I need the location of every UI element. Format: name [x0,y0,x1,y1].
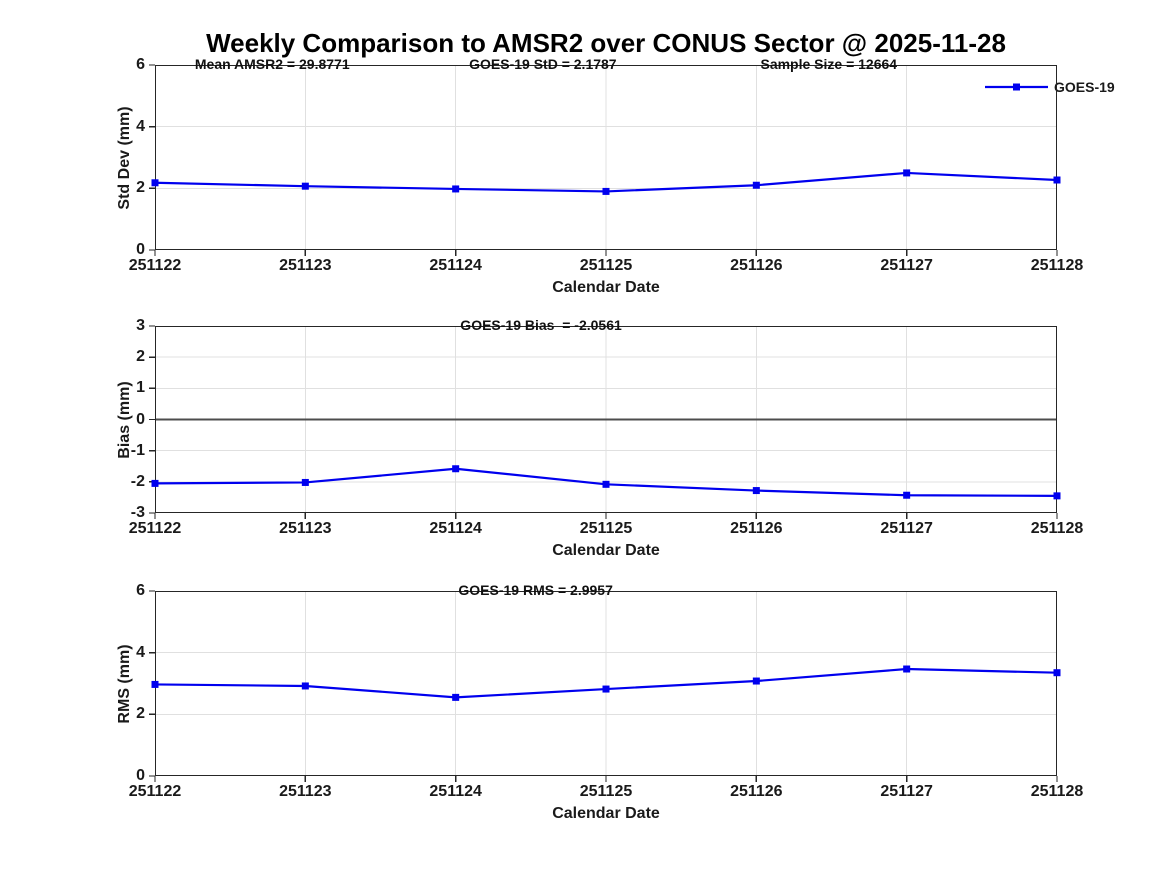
x-tick-label: 251124 [429,783,482,800]
y-tick-label: 0 [136,410,145,428]
x-tick-label: 251122 [128,520,182,537]
plot-area-bias-mm [149,325,1061,519]
y-tick-label: 2 [136,705,145,723]
y-tick-label: 0 [136,767,145,784]
x-tick-label: 251126 [730,520,783,537]
x-tick-label: 251125 [579,520,633,537]
x-tick-label: 251125 [579,783,633,800]
plot-area-std-dev-mm [149,64,1061,256]
x-tick-label: 251125 [579,257,633,274]
legend: GOES-19 [985,79,1115,95]
y-tick-label: 2 [136,179,145,197]
y-tick-label: 6 [136,582,145,599]
data-point-marker [151,680,159,688]
x-axis-label: Calendar Date [552,542,660,559]
x-tick-label: 251123 [279,783,332,800]
legend-line-sample [985,83,1048,91]
y-tick-label: -2 [130,472,145,490]
data-point-marker [1053,669,1061,677]
y-tick-label: -3 [130,504,145,521]
plot-border [154,64,1058,251]
data-point-marker [752,677,760,685]
annotation: GOES-19 StD = 2.1787 [469,56,617,72]
plot-border [154,590,1058,777]
x-axis-label: Calendar Date [552,279,660,296]
x-tick-label: 251122 [128,257,182,274]
x-tick-label: 251123 [279,520,332,537]
y-tick-label: 0 [136,241,145,258]
figure-title: Weekly Comparison to AMSR2 over CONUS Se… [206,28,1006,58]
data-point-marker [752,181,760,189]
x-tick-label: 251128 [1030,257,1084,274]
data-point-marker [903,169,911,177]
x-tick-label: 251127 [880,520,933,537]
data-point-marker [452,693,460,701]
annotation: GOES-19 RMS = 2.9957 [458,582,613,598]
legend-label: GOES-19 [1054,79,1115,95]
data-point-marker [301,182,309,190]
data-point-marker [602,685,610,693]
annotation: Sample Size = 12664 [760,56,898,72]
data-point-marker [1053,492,1061,500]
y-tick-label: 4 [136,117,145,135]
x-tick-label: 251124 [429,257,482,274]
annotation: Mean AMSR2 = 29.8771 [194,56,350,72]
x-tick-label: 251127 [880,783,933,800]
x-axis-label: Calendar Date [552,805,660,822]
y-tick-label: 6 [136,56,145,73]
data-point-marker [151,479,159,487]
data-point-marker [903,665,911,673]
y-tick-label: 2 [136,348,145,366]
data-point-marker [1053,176,1061,184]
data-point-marker [602,480,610,488]
plot-area-rms-mm [149,590,1061,782]
x-tick-label: 251128 [1030,783,1084,800]
y-axis-label: Std Dev (mm) [116,105,133,210]
y-axis-label: Bias (mm) [116,380,133,459]
data-point-marker [151,179,159,187]
y-axis-label: RMS (mm) [116,643,133,724]
x-tick-label: 251122 [128,783,182,800]
data-line-goes-19 [154,667,1058,699]
y-tick-label: 4 [136,643,145,661]
plot-border [154,325,1058,514]
x-tick-label: 251123 [279,257,332,274]
y-tick-label: 3 [136,317,145,334]
y-tick-label: -1 [130,441,145,459]
x-tick-label: 251128 [1030,520,1084,537]
x-tick-label: 251126 [730,783,783,800]
data-line-goes-19 [154,171,1058,193]
data-point-marker [301,682,309,690]
x-tick-label: 251127 [880,257,933,274]
y-tick-label: 1 [136,379,145,397]
data-point-marker [452,465,460,473]
x-tick-label: 251126 [730,257,783,274]
data-point-marker [903,491,911,499]
annotation: GOES-19 Bias = -2.0561 [460,317,622,333]
data-point-marker [452,185,460,193]
data-point-marker [602,187,610,195]
legend-marker [1013,83,1020,91]
data-point-marker [752,487,760,495]
data-point-marker [301,478,309,486]
x-tick-label: 251124 [429,520,482,537]
data-line-goes-19 [154,467,1058,497]
